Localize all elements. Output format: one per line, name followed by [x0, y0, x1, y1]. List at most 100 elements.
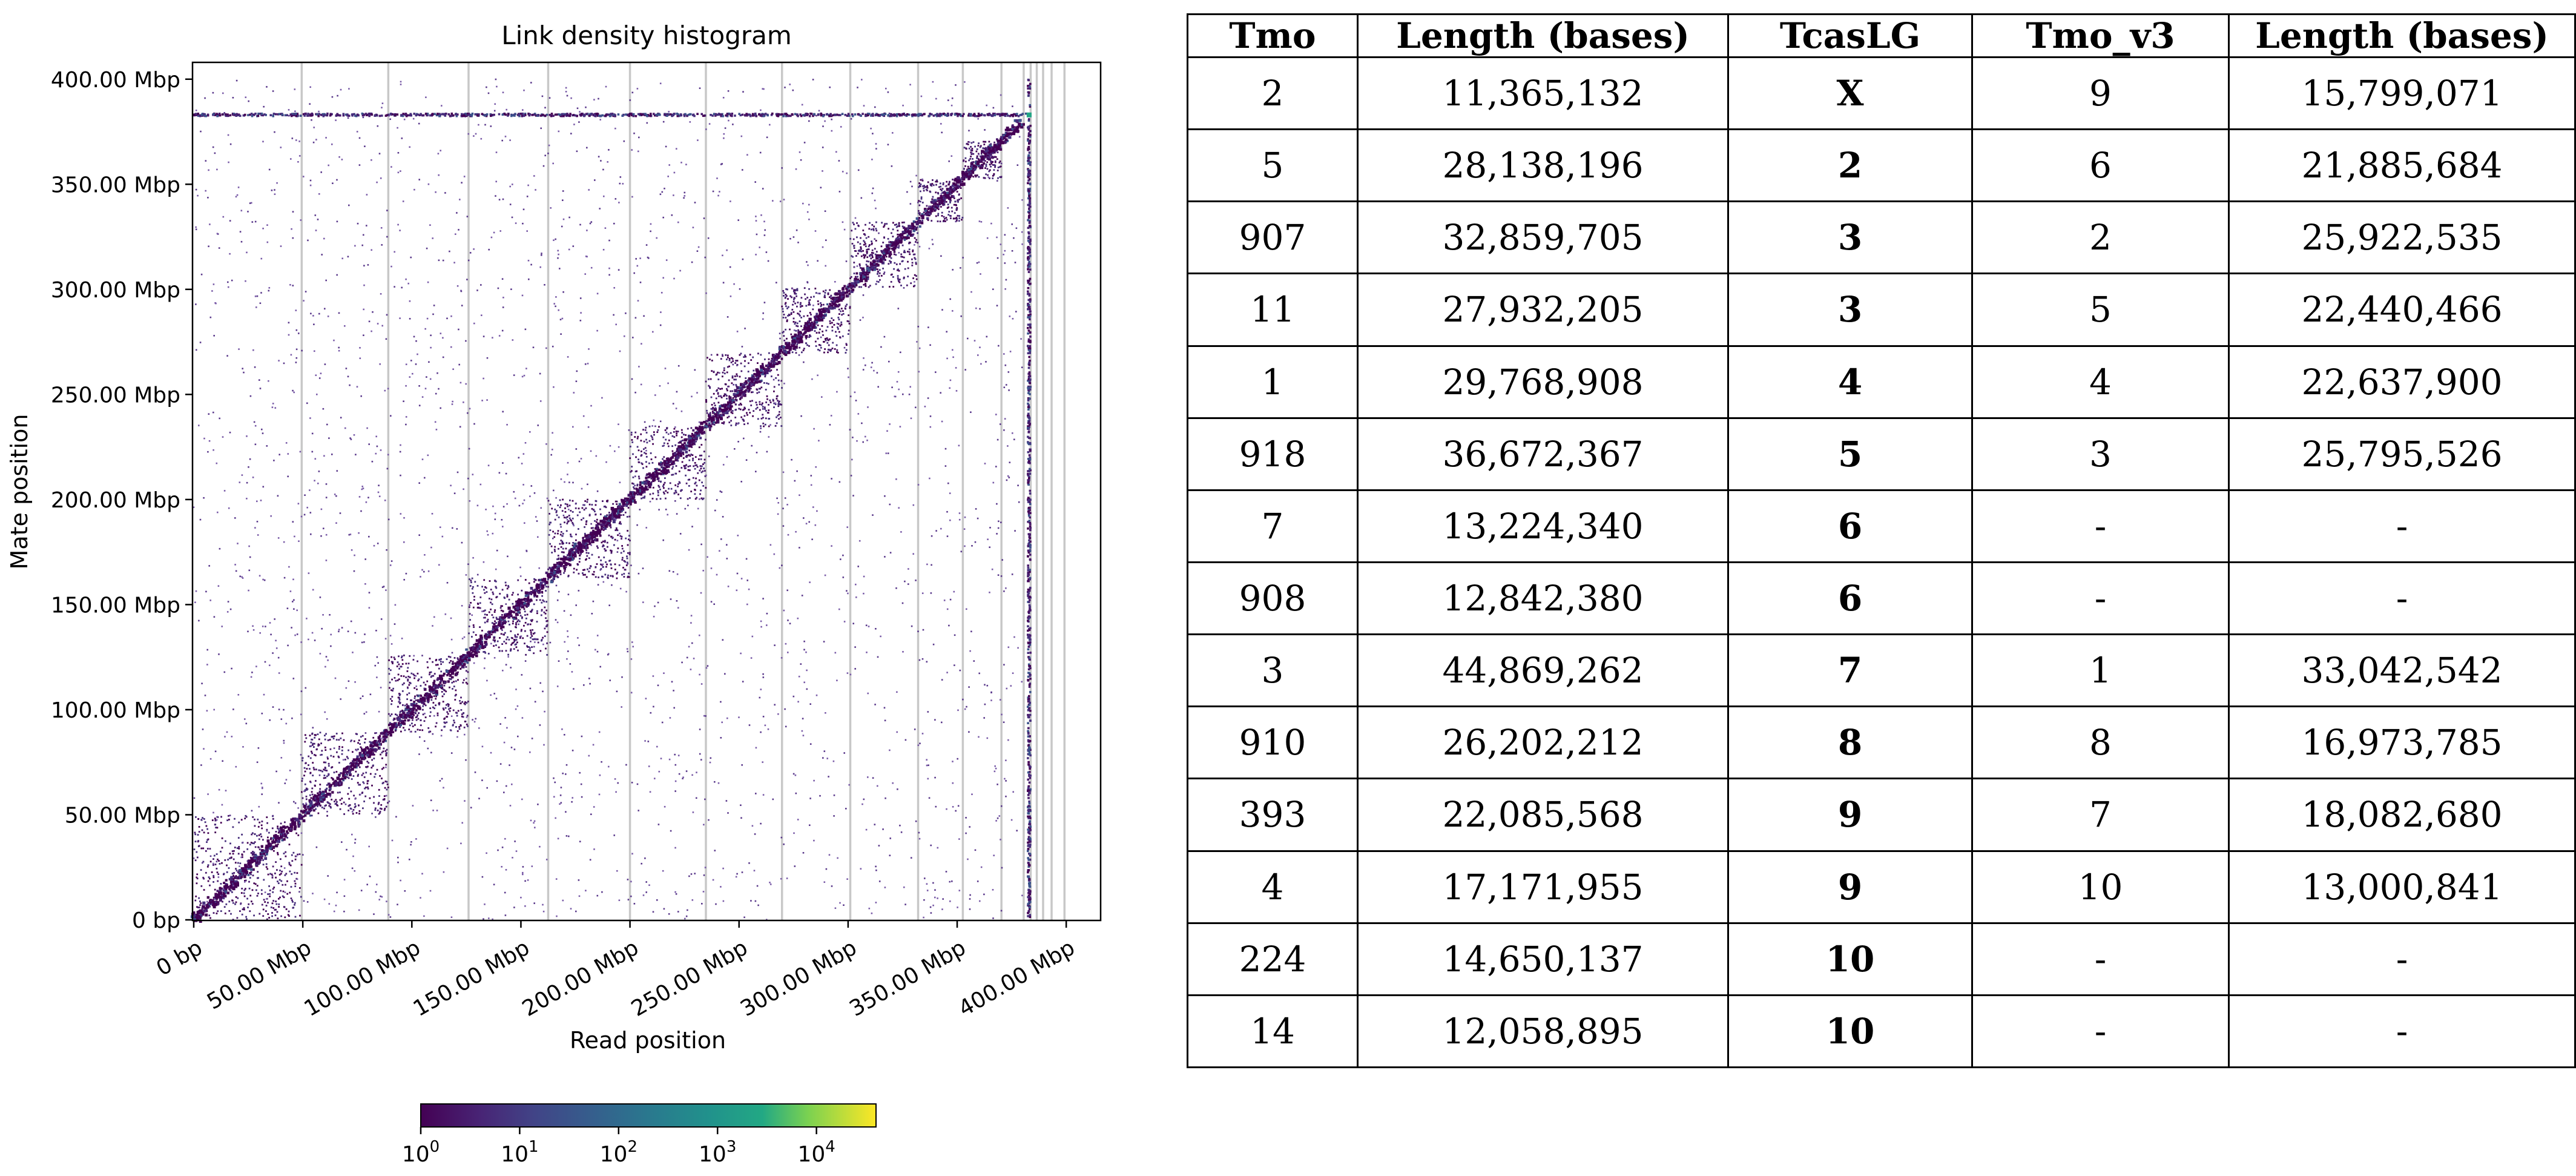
- diagonal-density-point: [792, 342, 796, 345]
- block-density-point: [291, 899, 293, 902]
- block-density-point: [670, 432, 672, 434]
- block-density-point: [257, 818, 259, 821]
- block-density-point: [412, 719, 413, 721]
- block-density-point: [663, 442, 665, 444]
- block-density-point: [453, 719, 455, 722]
- block-density-point: [552, 573, 554, 575]
- block-density-point: [369, 797, 371, 799]
- diagonal-density-point: [986, 156, 988, 158]
- diagonal-density-point: [458, 660, 461, 664]
- block-density-point: [392, 687, 394, 690]
- block-density-point: [313, 746, 315, 748]
- diagonal-density-point: [1003, 136, 1006, 140]
- block-density-point: [662, 491, 665, 494]
- diagonal-density-point: [257, 862, 260, 865]
- block-density-point: [536, 583, 538, 585]
- block-density-point: [366, 746, 369, 748]
- block-density-point: [528, 646, 530, 648]
- block-density-point: [408, 728, 410, 730]
- block-density-point: [332, 738, 335, 739]
- block-density-point: [477, 603, 479, 605]
- block-density-point: [729, 403, 731, 406]
- block-density-point: [398, 694, 401, 696]
- block-density-point: [223, 906, 226, 908]
- diagonal-density-point: [720, 414, 723, 417]
- diagonal-density-point: [532, 589, 535, 592]
- block-density-point: [677, 441, 680, 444]
- block-density-point: [584, 500, 587, 502]
- block-density-point: [343, 739, 345, 741]
- block-density-point: [275, 861, 277, 863]
- diagonal-density-point: [252, 868, 255, 871]
- diagonal-density-point: [367, 747, 369, 750]
- block-density-point: [220, 890, 222, 892]
- diagonal-density-point: [462, 653, 465, 657]
- block-density-point: [699, 454, 701, 457]
- block-density-point: [651, 461, 654, 464]
- block-density-point: [424, 716, 427, 718]
- diagonal-density-point: [455, 666, 459, 670]
- block-density-point: [413, 675, 415, 676]
- block-density-point: [629, 540, 631, 541]
- block-density-point: [765, 389, 767, 391]
- diagonal-density-point: [1012, 131, 1016, 136]
- diagonal-density-point: [553, 570, 557, 574]
- block-density-point: [521, 617, 523, 619]
- block-density-point: [312, 762, 314, 764]
- diagonal-density-point: [475, 639, 479, 643]
- block-density-point: [696, 466, 699, 468]
- diagonal-density-point: [515, 604, 518, 607]
- diagonal-density-point: [602, 526, 605, 529]
- diagonal-density-point: [1015, 126, 1017, 128]
- block-density-point: [412, 725, 414, 727]
- block-density-point: [294, 902, 296, 904]
- block-density-point: [558, 558, 560, 560]
- diagonal-density-point: [973, 164, 976, 167]
- block-density-point: [288, 910, 290, 913]
- block-density-point: [227, 859, 229, 861]
- diagonal-density-point: [367, 750, 371, 754]
- block-density-point: [762, 422, 765, 424]
- block-density-point: [288, 915, 290, 917]
- diagonal-density-point: [755, 368, 759, 372]
- diagonal-density-point: [878, 256, 881, 259]
- block-density-point: [218, 860, 220, 862]
- block-density-point: [490, 601, 492, 604]
- diagonal-density-point: [696, 427, 700, 430]
- block-density-point: [267, 836, 269, 839]
- block-density-point: [275, 908, 277, 911]
- block-density-point: [331, 778, 334, 779]
- diagonal-density-point: [560, 562, 563, 566]
- block-density-point: [694, 441, 696, 444]
- block-density-point: [300, 864, 303, 866]
- block-density-point: [490, 633, 493, 636]
- block-density-point: [489, 580, 491, 582]
- block-density-point: [711, 408, 714, 410]
- block-density-point: [378, 813, 380, 815]
- block-density-point: [756, 376, 759, 378]
- block-density-point: [429, 707, 432, 709]
- block-density-point: [365, 787, 367, 788]
- block-density-point: [715, 397, 717, 400]
- block-density-point: [726, 388, 728, 390]
- diagonal-density-point: [897, 236, 900, 238]
- diagonal-density-point: [803, 327, 807, 331]
- block-density-point: [388, 673, 390, 675]
- block-density-point: [599, 513, 602, 515]
- block-density-point: [597, 547, 599, 549]
- block-density-point: [217, 873, 220, 875]
- block-density-point: [304, 789, 306, 791]
- diagonal-density-point: [679, 447, 682, 450]
- block-density-point: [265, 863, 268, 865]
- block-density-point: [285, 855, 287, 857]
- block-density-point: [238, 848, 240, 850]
- diagonal-density-point: [235, 876, 238, 879]
- block-density-point: [684, 466, 685, 467]
- block-density-point: [657, 494, 659, 497]
- block-density-point: [680, 467, 683, 469]
- diagonal-density-point: [697, 433, 700, 437]
- block-density-point: [483, 579, 486, 581]
- block-density-point: [395, 730, 397, 732]
- block-density-point: [512, 620, 514, 623]
